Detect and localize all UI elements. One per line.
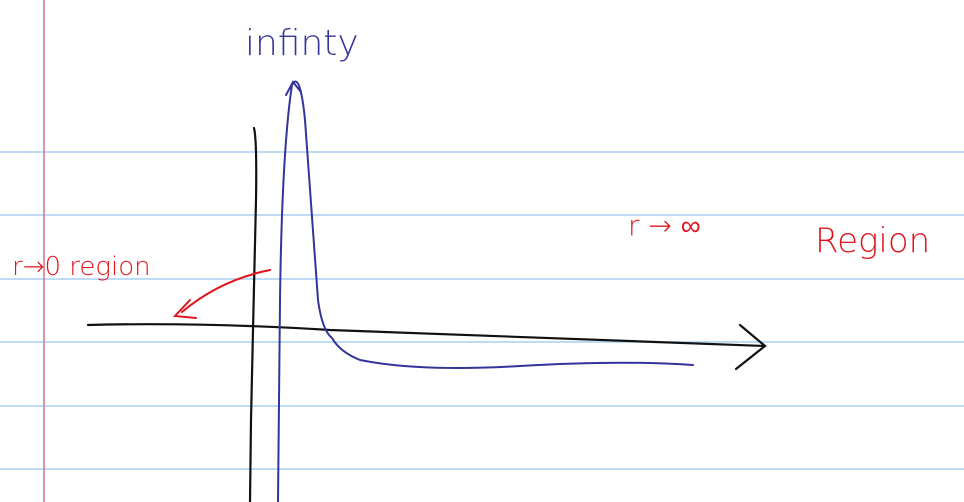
top-label: infinty <box>245 23 359 64</box>
notebook-page: infinty r→0 region r → ∞ Region <box>0 0 964 502</box>
page: infinty r→0 region r → ∞ Region (() => {… <box>0 0 964 502</box>
right-symbol: r → ∞ <box>628 209 701 242</box>
right-word: Region <box>815 221 930 261</box>
left-label: r→0 region <box>12 252 151 282</box>
